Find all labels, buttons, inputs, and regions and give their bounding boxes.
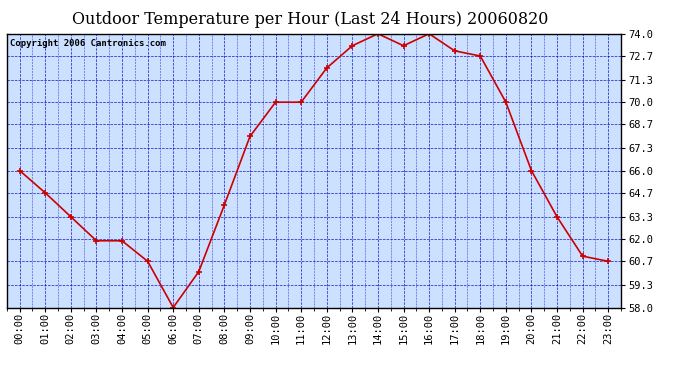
Text: Copyright 2006 Cantronics.com: Copyright 2006 Cantronics.com xyxy=(10,39,166,48)
Text: Outdoor Temperature per Hour (Last 24 Hours) 20060820: Outdoor Temperature per Hour (Last 24 Ho… xyxy=(72,11,549,28)
